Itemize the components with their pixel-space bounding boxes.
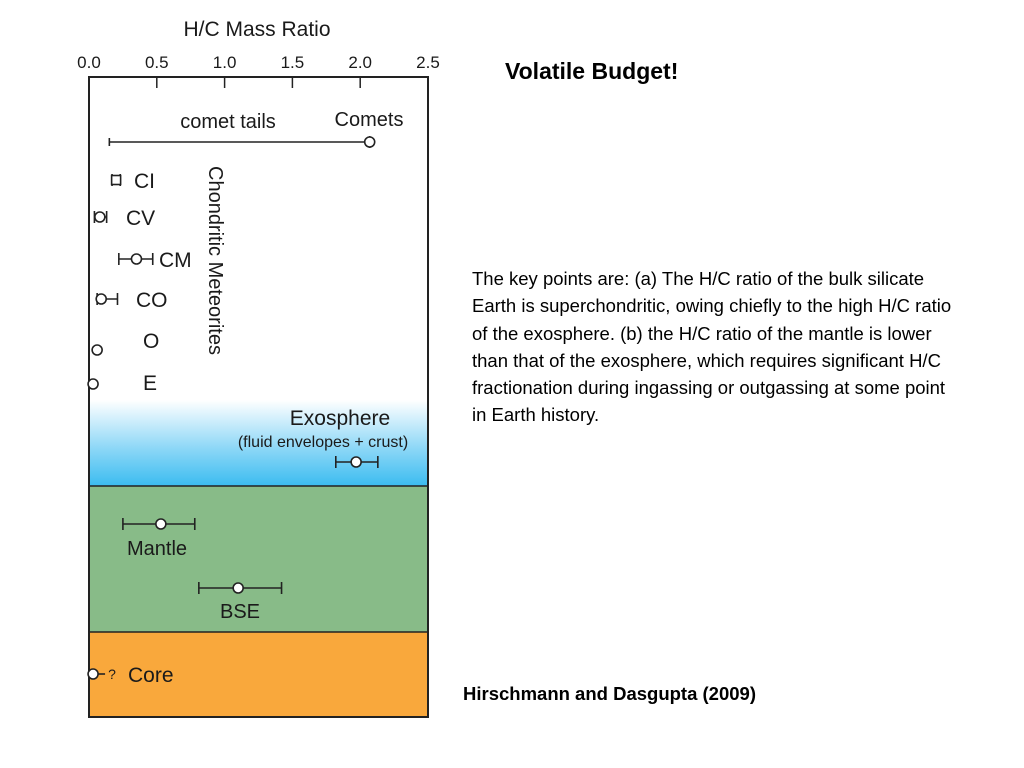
region-label-exosphere-sub: (fluid envelopes + crust) — [238, 434, 408, 451]
point-label-cm: CM — [159, 249, 192, 272]
core-region — [89, 632, 428, 717]
point-label-cv: CV — [126, 207, 155, 230]
x-tick-label: 2.0 — [348, 53, 372, 72]
hc-ratio-chart: H/C Mass Ratio 0.0 0.5 1.0 1.5 2.0 2.5 comet … — [77, 18, 440, 718]
chart-title: H/C Mass Ratio — [183, 18, 330, 41]
point-co — [95, 293, 108, 305]
chondritic-region — [89, 77, 428, 402]
region-label-exosphere: Exosphere — [290, 407, 390, 430]
annotation-comet-tails: comet tails — [180, 111, 276, 133]
citation: Hirschmann and Dasgupta (2009) — [463, 683, 756, 704]
x-tick-label: 1.0 — [213, 53, 237, 72]
x-axis-ticks: 0.0 0.5 1.0 1.5 2.0 2.5 — [77, 53, 440, 88]
point-comets — [363, 136, 376, 148]
point-bse — [232, 582, 244, 594]
point-label-co: CO — [136, 289, 168, 312]
point-cm — [130, 253, 143, 265]
point-label-ci: CI — [134, 170, 155, 193]
slide-title: Volatile Budget! — [505, 58, 679, 84]
plot-frame — [88, 76, 429, 718]
point-o — [91, 344, 103, 356]
mantle-region — [89, 486, 428, 632]
point-cv — [94, 211, 106, 223]
point-label-comets: Comets — [335, 109, 404, 131]
point-e — [87, 378, 99, 390]
x-tick-label: 2.5 — [416, 53, 440, 72]
group-label-chondritic-meteorites: Chondritic Meteorites — [204, 166, 226, 355]
point-label-core: Core — [128, 664, 174, 687]
point-label-e: E — [143, 372, 157, 395]
point-exosphere — [350, 456, 362, 468]
point-ci — [110, 174, 122, 186]
x-tick-label: 0.5 — [145, 53, 169, 72]
point-mantle — [155, 518, 167, 530]
point-core — [87, 668, 99, 680]
x-tick-label: 0.0 — [77, 53, 101, 72]
point-label-mantle: Mantle — [127, 538, 187, 560]
exosphere-region — [89, 400, 428, 486]
point-label-o: O — [143, 330, 159, 353]
uncertain-marker: ? — [108, 666, 116, 682]
x-tick-label: 1.5 — [281, 53, 305, 72]
slide-body-text: The key points are: (a) The H/C ratio of… — [472, 268, 952, 426]
point-label-bse: BSE — [220, 601, 260, 623]
